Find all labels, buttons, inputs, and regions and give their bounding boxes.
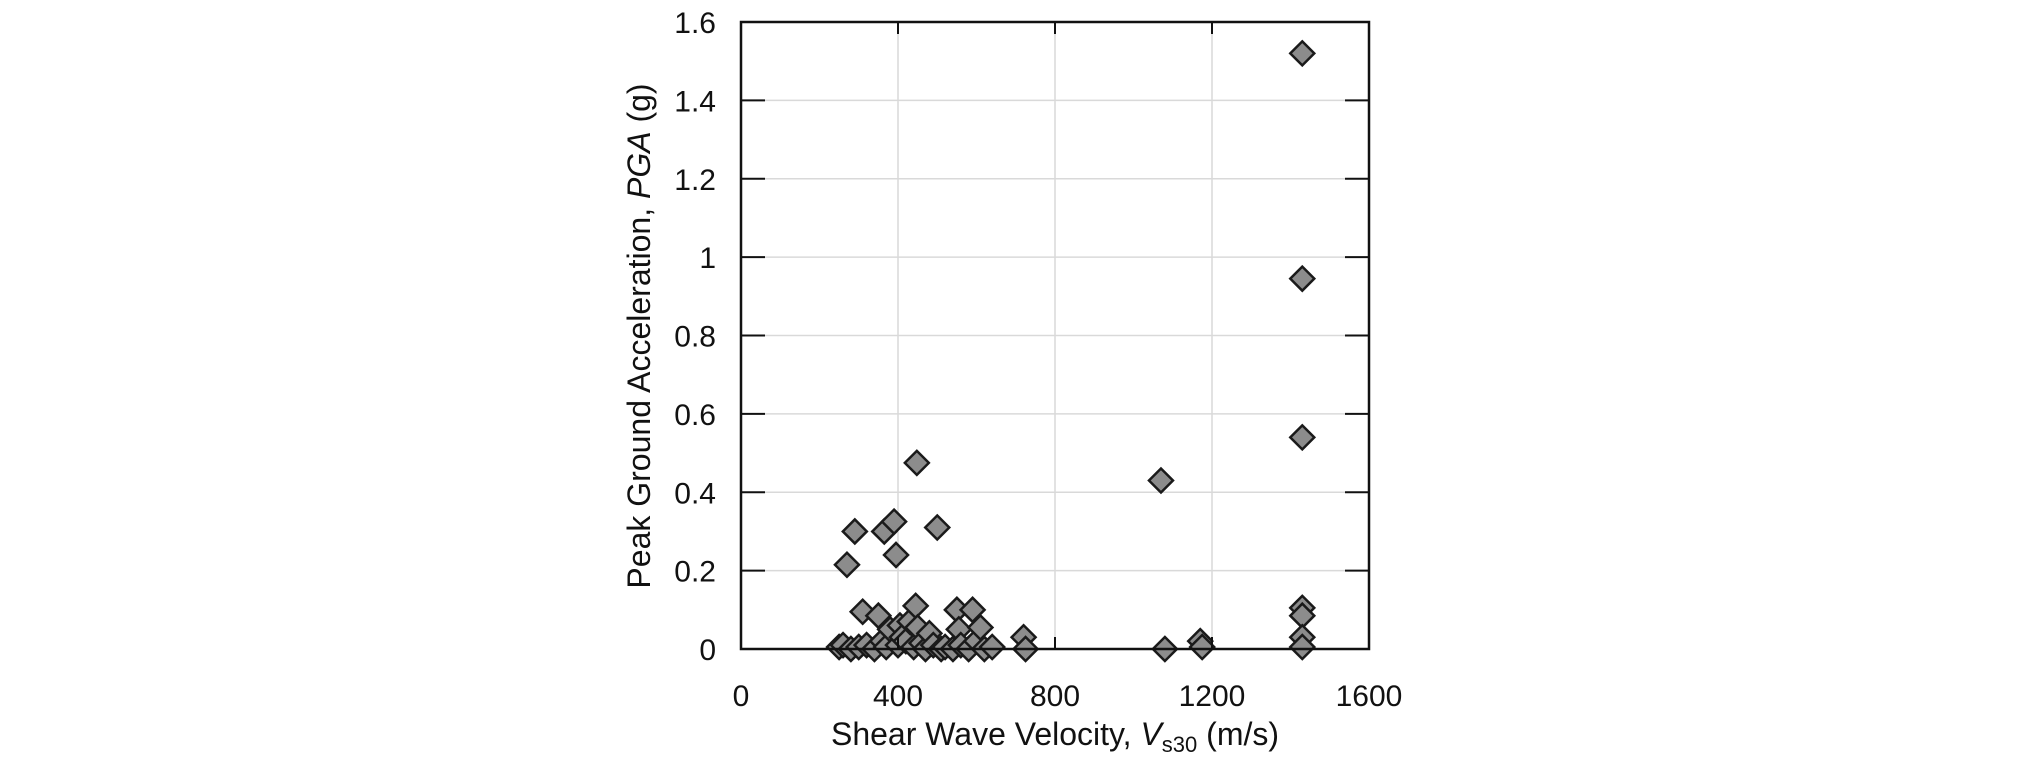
x-tick-label: 800 [1030,680,1080,713]
y-tick-label: 0 [699,634,716,667]
x-tick-label: 1600 [1336,680,1403,713]
data-point [841,517,869,546]
data-point [880,507,908,536]
y-axis-label: Peak Ground Acceleration, PGA (g) [621,83,657,588]
x-axis-label: Shear Wave Velocity, Vs30 (m/s) [831,716,1279,757]
y-tick-label: 0.6 [674,399,716,432]
x-tick-label: 400 [873,680,923,713]
x-tick-label: 0 [733,680,750,713]
data-point [978,633,1006,661]
y-tick-label: 1.6 [674,7,716,40]
y-axis-label-prefix: Peak Ground Acceleration, [621,199,657,589]
x-axis-label-symbol: V [1140,716,1164,752]
data-points [825,39,1317,663]
y-axis-label-symbol: PGA [621,131,657,199]
x-axis-label-subscript: s30 [1162,732,1197,757]
data-point [923,513,952,542]
y-tick-labels: 0 0.2 0.4 0.6 0.8 1 1.2 1.4 1.6 [674,7,716,667]
y-axis-label-suffix: (g) [621,83,657,131]
y-tick-label: 1.4 [674,85,716,118]
data-point [1288,264,1317,293]
x-tick-labels: 0 400 800 1200 1600 [733,680,1403,713]
grid-lines [741,22,1369,649]
data-point [1188,633,1216,661]
data-point [833,550,861,579]
x-axis-label-prefix: Shear Wave Velocity, [831,716,1140,752]
y-tick-label: 0.8 [674,321,716,354]
data-point [1288,423,1317,452]
data-point [1288,633,1317,661]
data-point [1288,39,1317,68]
axis-ticks [741,22,1369,649]
y-tick-label: 0.2 [674,556,716,589]
y-tick-label: 1.2 [674,164,716,197]
y-tick-label: 0.4 [674,477,716,510]
y-tick-label: 1 [699,242,716,275]
x-axis-label-suffix: (m/s) [1197,716,1279,752]
data-point [1147,466,1175,495]
data-point [882,541,910,569]
data-point [903,449,931,477]
x-tick-label: 1200 [1179,680,1246,713]
